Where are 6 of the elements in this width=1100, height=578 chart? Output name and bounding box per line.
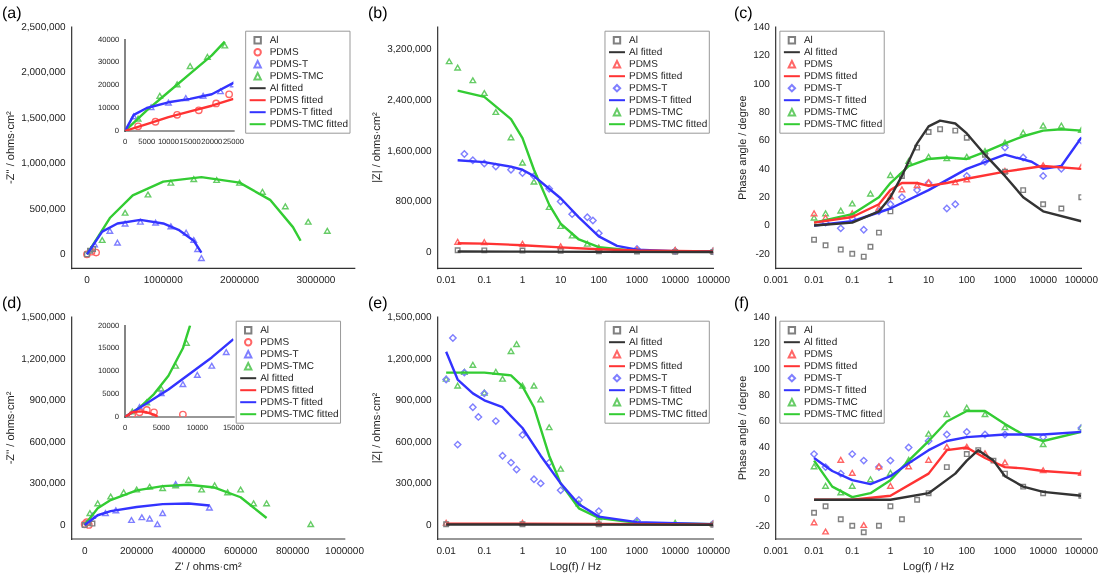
chart-title: (b) [368,4,389,23]
chart-title: (d) [2,294,23,313]
chart-title: (a) [2,4,23,23]
chart-title: (c) [734,4,754,23]
chart-title: (e) [368,294,389,313]
chart-title: (f) [734,294,750,313]
